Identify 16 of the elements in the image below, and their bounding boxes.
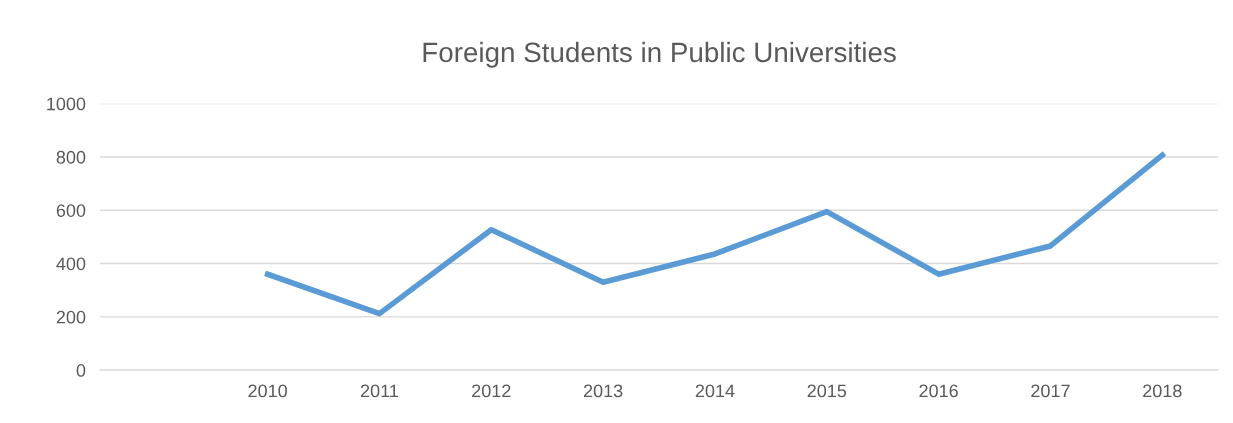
x-tick-label: 2012 bbox=[472, 384, 511, 398]
y-tick-label: 1000 bbox=[47, 97, 86, 111]
x-tick-label: 2011 bbox=[360, 384, 398, 398]
y-tick-label: 800 bbox=[56, 150, 86, 164]
y-tick-label: 0 bbox=[76, 364, 86, 377]
x-tick-label: 2015 bbox=[807, 384, 847, 398]
y-tick-label: 400 bbox=[56, 257, 86, 271]
x-tick-label: 2018 bbox=[1143, 384, 1182, 398]
chart-title: Foreign Students in Public Universities bbox=[423, 41, 896, 68]
y-tick-label: 600 bbox=[56, 204, 86, 217]
x-tick-label: 2016 bbox=[919, 384, 958, 398]
x-tick-label: 2010 bbox=[248, 384, 287, 398]
x-tick-label: 2017 bbox=[1031, 384, 1070, 398]
x-tick-label: 2013 bbox=[583, 384, 623, 398]
x-tick-label: 2014 bbox=[695, 384, 735, 398]
y-tick-label: 200 bbox=[56, 310, 86, 324]
